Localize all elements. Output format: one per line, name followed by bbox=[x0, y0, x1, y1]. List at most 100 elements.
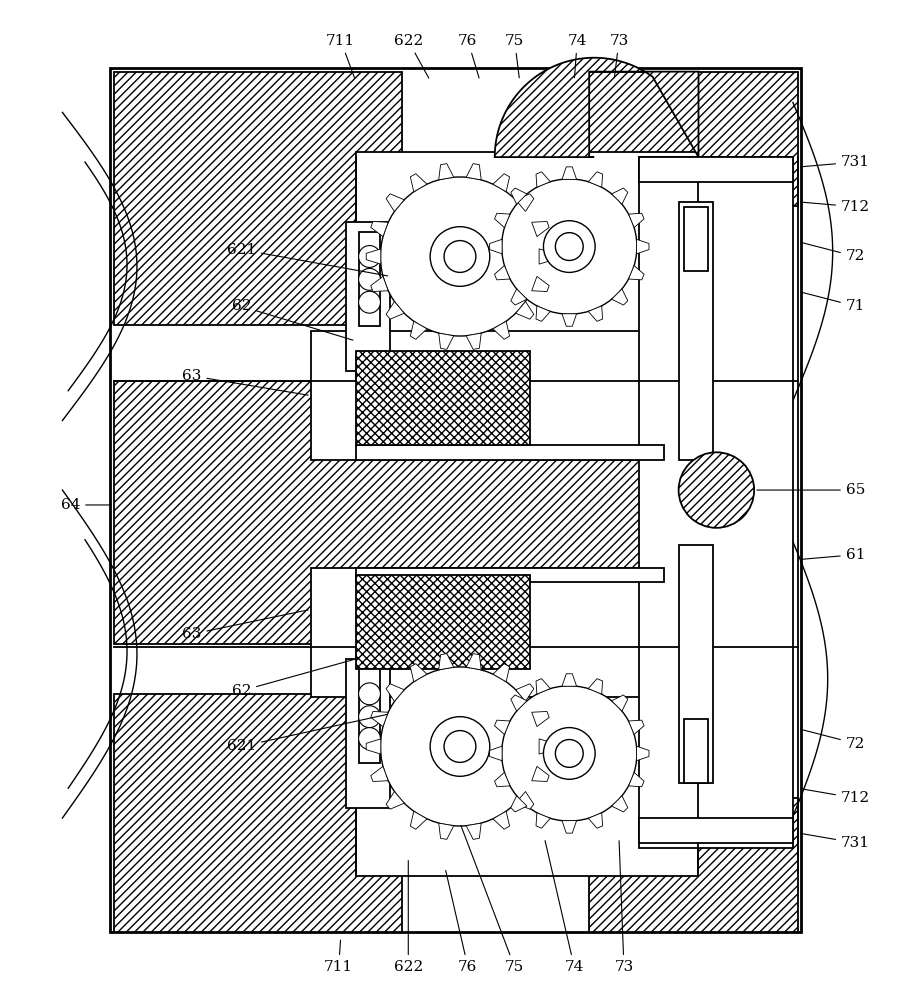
Polygon shape bbox=[495, 58, 698, 157]
Polygon shape bbox=[493, 811, 509, 829]
Polygon shape bbox=[516, 194, 534, 211]
Polygon shape bbox=[370, 276, 389, 292]
Polygon shape bbox=[612, 796, 627, 812]
Polygon shape bbox=[562, 674, 577, 686]
Polygon shape bbox=[489, 239, 502, 254]
Bar bbox=[311, 568, 704, 697]
Bar bbox=[678, 545, 714, 783]
Polygon shape bbox=[366, 739, 380, 754]
Polygon shape bbox=[532, 276, 549, 292]
Text: 72: 72 bbox=[801, 729, 865, 751]
Polygon shape bbox=[410, 811, 427, 829]
Text: 63: 63 bbox=[182, 610, 308, 641]
Polygon shape bbox=[562, 314, 577, 326]
Circle shape bbox=[544, 221, 595, 272]
Bar bbox=[110, 68, 801, 932]
Polygon shape bbox=[539, 739, 554, 754]
Bar bbox=[684, 207, 708, 271]
Text: 712: 712 bbox=[801, 789, 870, 805]
Polygon shape bbox=[516, 302, 534, 319]
Polygon shape bbox=[386, 302, 404, 319]
Polygon shape bbox=[539, 249, 554, 264]
Text: 711: 711 bbox=[324, 940, 353, 974]
Text: 711: 711 bbox=[326, 34, 355, 78]
Bar bbox=[356, 445, 664, 460]
Circle shape bbox=[359, 683, 380, 705]
Polygon shape bbox=[628, 772, 644, 787]
Text: 62: 62 bbox=[232, 299, 353, 340]
Circle shape bbox=[359, 246, 380, 267]
Polygon shape bbox=[493, 321, 509, 339]
Circle shape bbox=[678, 452, 755, 528]
Bar bbox=[684, 719, 708, 783]
Bar bbox=[356, 568, 664, 582]
Polygon shape bbox=[536, 679, 550, 694]
Bar bbox=[356, 152, 698, 381]
Bar bbox=[356, 575, 529, 669]
Circle shape bbox=[444, 731, 476, 762]
Polygon shape bbox=[511, 695, 527, 711]
Polygon shape bbox=[495, 213, 510, 228]
Circle shape bbox=[444, 241, 476, 272]
Text: 73: 73 bbox=[609, 34, 628, 78]
Polygon shape bbox=[370, 766, 389, 782]
Bar bbox=[356, 647, 698, 876]
Text: 75: 75 bbox=[505, 34, 524, 78]
Polygon shape bbox=[562, 821, 577, 833]
Text: 74: 74 bbox=[568, 34, 587, 78]
Bar bbox=[311, 331, 704, 460]
Polygon shape bbox=[466, 164, 481, 180]
Polygon shape bbox=[536, 172, 550, 187]
Polygon shape bbox=[536, 813, 550, 828]
Text: 71: 71 bbox=[801, 292, 865, 313]
Text: 63: 63 bbox=[182, 369, 308, 395]
Polygon shape bbox=[466, 333, 481, 349]
Polygon shape bbox=[410, 321, 427, 339]
Polygon shape bbox=[637, 239, 649, 254]
Circle shape bbox=[359, 706, 380, 728]
Polygon shape bbox=[495, 720, 510, 734]
Bar bbox=[589, 798, 798, 932]
Bar bbox=[639, 157, 793, 848]
Polygon shape bbox=[612, 289, 627, 305]
Text: 621: 621 bbox=[227, 714, 388, 753]
Polygon shape bbox=[637, 746, 649, 761]
Polygon shape bbox=[495, 266, 510, 280]
Polygon shape bbox=[588, 306, 603, 321]
Polygon shape bbox=[511, 289, 527, 305]
Polygon shape bbox=[612, 695, 627, 711]
Text: 731: 731 bbox=[801, 155, 870, 169]
Polygon shape bbox=[370, 711, 389, 727]
Polygon shape bbox=[495, 772, 510, 787]
Polygon shape bbox=[516, 684, 534, 701]
Circle shape bbox=[544, 728, 595, 779]
Polygon shape bbox=[511, 188, 527, 204]
Circle shape bbox=[556, 740, 583, 767]
Polygon shape bbox=[536, 306, 550, 321]
Text: 73: 73 bbox=[615, 841, 634, 974]
Text: 622: 622 bbox=[394, 861, 423, 974]
Circle shape bbox=[359, 268, 380, 290]
Polygon shape bbox=[366, 249, 380, 264]
Polygon shape bbox=[439, 654, 454, 670]
Bar bbox=[359, 232, 380, 326]
Bar bbox=[114, 694, 402, 932]
Text: 712: 712 bbox=[801, 200, 870, 214]
Polygon shape bbox=[493, 664, 509, 682]
Polygon shape bbox=[532, 766, 549, 782]
Circle shape bbox=[380, 667, 539, 826]
Polygon shape bbox=[386, 792, 404, 809]
Text: 62: 62 bbox=[232, 660, 353, 698]
Text: 75: 75 bbox=[461, 826, 524, 974]
Bar bbox=[639, 157, 793, 182]
Circle shape bbox=[359, 728, 380, 749]
Polygon shape bbox=[439, 333, 454, 349]
Bar bbox=[589, 72, 798, 206]
Bar bbox=[678, 202, 714, 460]
Text: 731: 731 bbox=[801, 833, 870, 850]
Polygon shape bbox=[410, 664, 427, 682]
Circle shape bbox=[556, 233, 583, 260]
Polygon shape bbox=[386, 194, 404, 211]
Polygon shape bbox=[439, 823, 454, 839]
Polygon shape bbox=[516, 792, 534, 809]
